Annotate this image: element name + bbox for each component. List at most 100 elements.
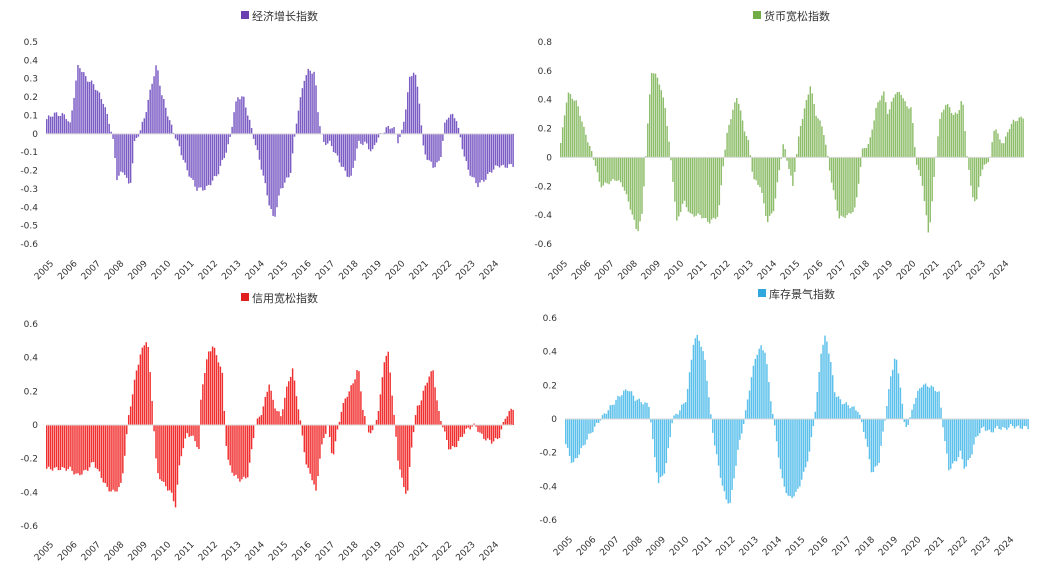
bar [887, 114, 888, 157]
bar [446, 425, 447, 440]
bar [247, 425, 248, 477]
bar [508, 134, 509, 164]
bar [651, 73, 652, 157]
bar [407, 92, 408, 134]
bar [448, 118, 449, 134]
bar [288, 134, 289, 178]
bar [868, 144, 869, 157]
bar [765, 157, 766, 215]
bar [811, 419, 812, 437]
y-tick-label: 0.2 [543, 381, 557, 391]
bar [249, 120, 250, 134]
bar [218, 134, 219, 174]
bar [345, 134, 346, 171]
bar [753, 366, 754, 419]
bar [153, 76, 154, 134]
bar [67, 121, 68, 134]
bar [95, 425, 96, 468]
bar [216, 134, 217, 176]
bar [719, 157, 720, 205]
y-tick-label: 0.6 [538, 67, 553, 77]
bar [157, 425, 158, 473]
bar [685, 402, 686, 419]
x-tick-label: 2017 [831, 535, 854, 558]
bar [971, 419, 972, 455]
bar [64, 114, 65, 133]
y-tick-label: 0.4 [24, 56, 39, 66]
bar [350, 134, 351, 176]
bar [755, 157, 756, 180]
bar [321, 425, 322, 444]
bar [562, 127, 563, 157]
bar [579, 116, 580, 158]
bar [130, 134, 131, 183]
bar [114, 134, 115, 158]
bar [89, 425, 90, 467]
bar [949, 107, 950, 157]
y-tick-label: 0 [546, 153, 552, 163]
bar [728, 419, 729, 503]
bar [976, 157, 977, 199]
bar [565, 419, 566, 444]
bar [179, 134, 180, 146]
y-tick-label: 0.4 [24, 354, 39, 364]
bar [126, 425, 127, 434]
bar [302, 425, 303, 436]
bar [882, 419, 883, 432]
bar [927, 386, 928, 419]
bar [664, 419, 665, 474]
bar [473, 134, 474, 178]
bar [79, 68, 80, 134]
x-tick-label: 2019 [872, 259, 895, 282]
y-tick-label: 0.4 [543, 348, 558, 358]
bar [907, 419, 908, 425]
bar [120, 425, 121, 483]
bar [202, 384, 203, 425]
bar [315, 85, 316, 133]
bar [67, 425, 68, 469]
bar [946, 419, 947, 454]
bar [751, 377, 752, 419]
x-tick-label: 2017 [314, 540, 337, 563]
bar [922, 157, 923, 185]
x-tick-label: 2011 [173, 540, 196, 563]
x-tick-label: 2005 [552, 535, 575, 558]
bar [641, 157, 642, 213]
bar [468, 134, 469, 170]
x-tick-label: 2022 [431, 259, 454, 282]
y-tick-label: -0.2 [20, 167, 38, 177]
bar [979, 419, 980, 433]
bar [331, 425, 332, 453]
bar [822, 345, 823, 419]
bar [444, 123, 445, 134]
bar [218, 362, 219, 425]
bar [936, 392, 937, 419]
bar [81, 425, 82, 474]
x-tick-label: 2018 [337, 259, 360, 282]
bar [731, 419, 732, 490]
x-tick-label: 2009 [640, 259, 663, 282]
bar [755, 359, 756, 419]
bar [257, 134, 258, 150]
bar [501, 134, 502, 166]
x-tick-label: 2022 [947, 535, 970, 558]
bar [797, 419, 798, 489]
bar [99, 92, 100, 133]
bar [347, 397, 348, 425]
bar [91, 81, 92, 134]
bar [335, 134, 336, 153]
bar [952, 419, 953, 464]
bar [85, 425, 86, 470]
bar [614, 157, 615, 180]
bar [673, 415, 674, 419]
bar [813, 419, 814, 426]
bar [858, 157, 859, 183]
x-tick-label: 2018 [849, 259, 872, 282]
bar [481, 134, 482, 180]
x-tick-label: 2014 [244, 259, 267, 282]
bar [708, 397, 709, 419]
bar [304, 81, 305, 134]
y-tick-label: 0.1 [24, 111, 38, 121]
bar [967, 419, 968, 460]
bar [263, 406, 264, 425]
